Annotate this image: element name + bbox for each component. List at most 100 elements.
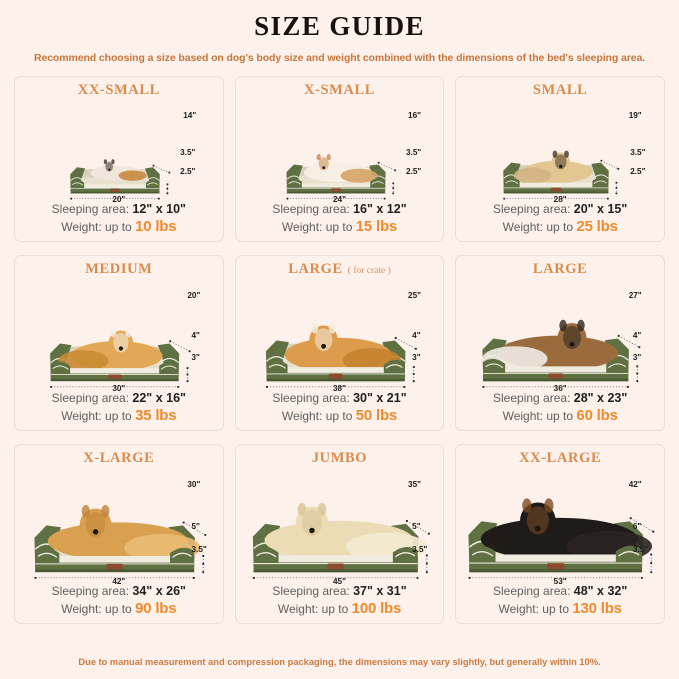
sleeping-area-line: Sleeping area: 48" x 32" bbox=[456, 583, 664, 600]
card-illustration: 38" 25" 4" 3" bbox=[236, 281, 444, 394]
sleeping-area-line: Sleeping area: 30" x 21" bbox=[236, 390, 444, 407]
weight-value: 60 lbs bbox=[576, 407, 618, 424]
total-height-dimension-label: 20" bbox=[187, 290, 201, 300]
width-dimension-label: 36" bbox=[553, 384, 567, 394]
page-subtitle: Recommend choosing a size based on dog's… bbox=[33, 52, 646, 64]
dimension-overlay bbox=[482, 334, 641, 388]
weight-label: Weight: up to bbox=[498, 602, 570, 616]
card-title-row: XX-SMALL bbox=[78, 82, 160, 102]
bed-graphic bbox=[15, 102, 223, 201]
bed-right-arm-piping bbox=[385, 364, 403, 369]
width-dimension-label: 28" bbox=[553, 194, 567, 204]
bed-graphic bbox=[15, 470, 223, 583]
weight-label: Weight: up to bbox=[281, 220, 353, 234]
size-card[interactable]: X-SMALL bbox=[234, 76, 445, 242]
weight-label: Weight: up to bbox=[61, 602, 132, 616]
bed-right-arm-piping bbox=[172, 552, 192, 558]
size-card[interactable]: XX-SMALL bbox=[14, 76, 224, 242]
bed-illustration-svg bbox=[286, 153, 386, 194]
sleeping-area-line: Sleeping area: 22" x 16" bbox=[15, 390, 223, 407]
bed-base-shadow bbox=[70, 191, 160, 194]
card-title: LARGE bbox=[532, 261, 588, 277]
card-specs: Sleeping area: 12" x 10" Weight: up to 1… bbox=[15, 201, 223, 241]
sleeping-area-value: 30" x 21" bbox=[353, 391, 407, 405]
bed-base-shadow bbox=[483, 378, 629, 382]
sleeping-area-label: Sleeping area: bbox=[493, 584, 571, 598]
mid-height-dimension-label: 4" bbox=[191, 331, 200, 341]
weight-line: Weight: up to 10 lbs bbox=[15, 218, 223, 236]
dimension-overlay bbox=[70, 164, 171, 200]
size-card[interactable]: X-LARGE bbox=[14, 444, 224, 624]
animal-dog-frenchbulldog bbox=[513, 150, 593, 184]
weight-value: 35 lbs bbox=[135, 407, 177, 424]
mid-height-dimension-label: 5" bbox=[412, 521, 421, 531]
total-height-dimension-label: 19" bbox=[628, 110, 642, 120]
bed-front-mattress bbox=[78, 184, 152, 189]
width-dimension-label: 38" bbox=[332, 384, 346, 394]
bed-front-mattress bbox=[496, 366, 616, 374]
sleeping-area-line: Sleeping area: 37" x 31" bbox=[236, 583, 444, 600]
bed-illustration-svg bbox=[70, 159, 160, 194]
bed-front-mattress bbox=[49, 555, 180, 565]
bed-base-shadow bbox=[504, 191, 609, 194]
animal-dog-corgi bbox=[58, 327, 163, 372]
card-specs: Sleeping area: 20" x 15" Weight: up to 2… bbox=[456, 201, 664, 241]
width-dimension-label: 45" bbox=[332, 577, 346, 587]
card-title-row: XX-LARGE bbox=[519, 450, 601, 470]
card-title-row: MEDIUM bbox=[85, 261, 152, 281]
size-card[interactable]: LARGE bbox=[455, 255, 665, 431]
sleeping-area-value: 22" x 16" bbox=[132, 391, 186, 405]
total-height-dimension-label: 27" bbox=[628, 290, 642, 300]
card-title-row: X-LARGE bbox=[83, 450, 154, 470]
brand-tag bbox=[327, 563, 344, 570]
bed-graphic bbox=[456, 470, 664, 583]
bed-right-arm-piping bbox=[594, 180, 608, 185]
sleeping-area-value: 37" x 31" bbox=[353, 584, 407, 598]
size-card[interactable]: XX-LARGE bbox=[455, 444, 665, 624]
width-dimension-label: 24" bbox=[332, 194, 346, 204]
total-height-dimension-line bbox=[153, 165, 170, 173]
size-card[interactable]: LARGE ( for crate ) bbox=[234, 255, 445, 431]
bed-right-arm-piping bbox=[147, 182, 159, 186]
bed-graphic bbox=[236, 470, 444, 583]
animal-dog-labrador bbox=[264, 502, 427, 561]
bed-graphic bbox=[15, 281, 223, 390]
bed-base-shadow bbox=[50, 379, 179, 382]
size-card[interactable]: SMALL bbox=[455, 76, 665, 242]
size-card[interactable]: JUMBO bbox=[234, 444, 445, 624]
weight-value: 50 lbs bbox=[355, 407, 398, 424]
page-title: SIZE GUIDE bbox=[254, 11, 425, 41]
bed-base-shadow bbox=[266, 378, 405, 382]
dimension-overlay bbox=[252, 519, 430, 579]
weight-label: Weight: up to bbox=[61, 409, 132, 423]
sleeping-area-line: Sleeping area: 20" x 15" bbox=[456, 201, 664, 218]
dimension-overlay bbox=[503, 159, 620, 200]
bed-right-piping bbox=[146, 177, 160, 181]
card-specs: Sleeping area: 37" x 31" Weight: up to 1… bbox=[236, 583, 444, 623]
brand-tag bbox=[548, 373, 564, 379]
total-height-dimension-label: 35" bbox=[408, 480, 422, 490]
bed-right-piping bbox=[160, 357, 179, 364]
base-height-dimension-label: 2.5" bbox=[630, 167, 646, 177]
weight-line: Weight: up to 60 lbs bbox=[456, 407, 664, 425]
card-specs: Sleeping area: 22" x 16" Weight: up to 3… bbox=[15, 390, 223, 430]
card-title-row: X-SMALL bbox=[304, 82, 375, 102]
bed-left-piping bbox=[70, 177, 84, 181]
sleeping-area-line: Sleeping area: 34" x 26" bbox=[15, 583, 223, 600]
bed-right-arm-piping bbox=[618, 551, 640, 557]
sleeping-area-line: Sleeping area: 28" x 23" bbox=[456, 390, 664, 407]
size-card[interactable]: MEDIUM bbox=[14, 255, 224, 431]
bed-front-mattress bbox=[62, 368, 167, 375]
brand-tag bbox=[547, 563, 565, 570]
animal-dog-shihtzu bbox=[303, 153, 378, 183]
base-height-dimension-label: 3" bbox=[412, 352, 421, 362]
weight-value: 15 lbs bbox=[355, 218, 398, 235]
sleeping-area-label: Sleeping area: bbox=[272, 202, 350, 216]
card-title-row: JUMBO bbox=[312, 450, 367, 470]
total-height-dimension-label: 30" bbox=[187, 480, 201, 490]
base-height-dimension-label: 3.5" bbox=[191, 544, 207, 554]
bed-left-arm-piping bbox=[52, 365, 69, 370]
sleeping-area-label: Sleeping area: bbox=[493, 391, 571, 405]
weight-line: Weight: up to 15 lbs bbox=[236, 218, 444, 236]
total-height-dimension-line bbox=[183, 522, 206, 536]
